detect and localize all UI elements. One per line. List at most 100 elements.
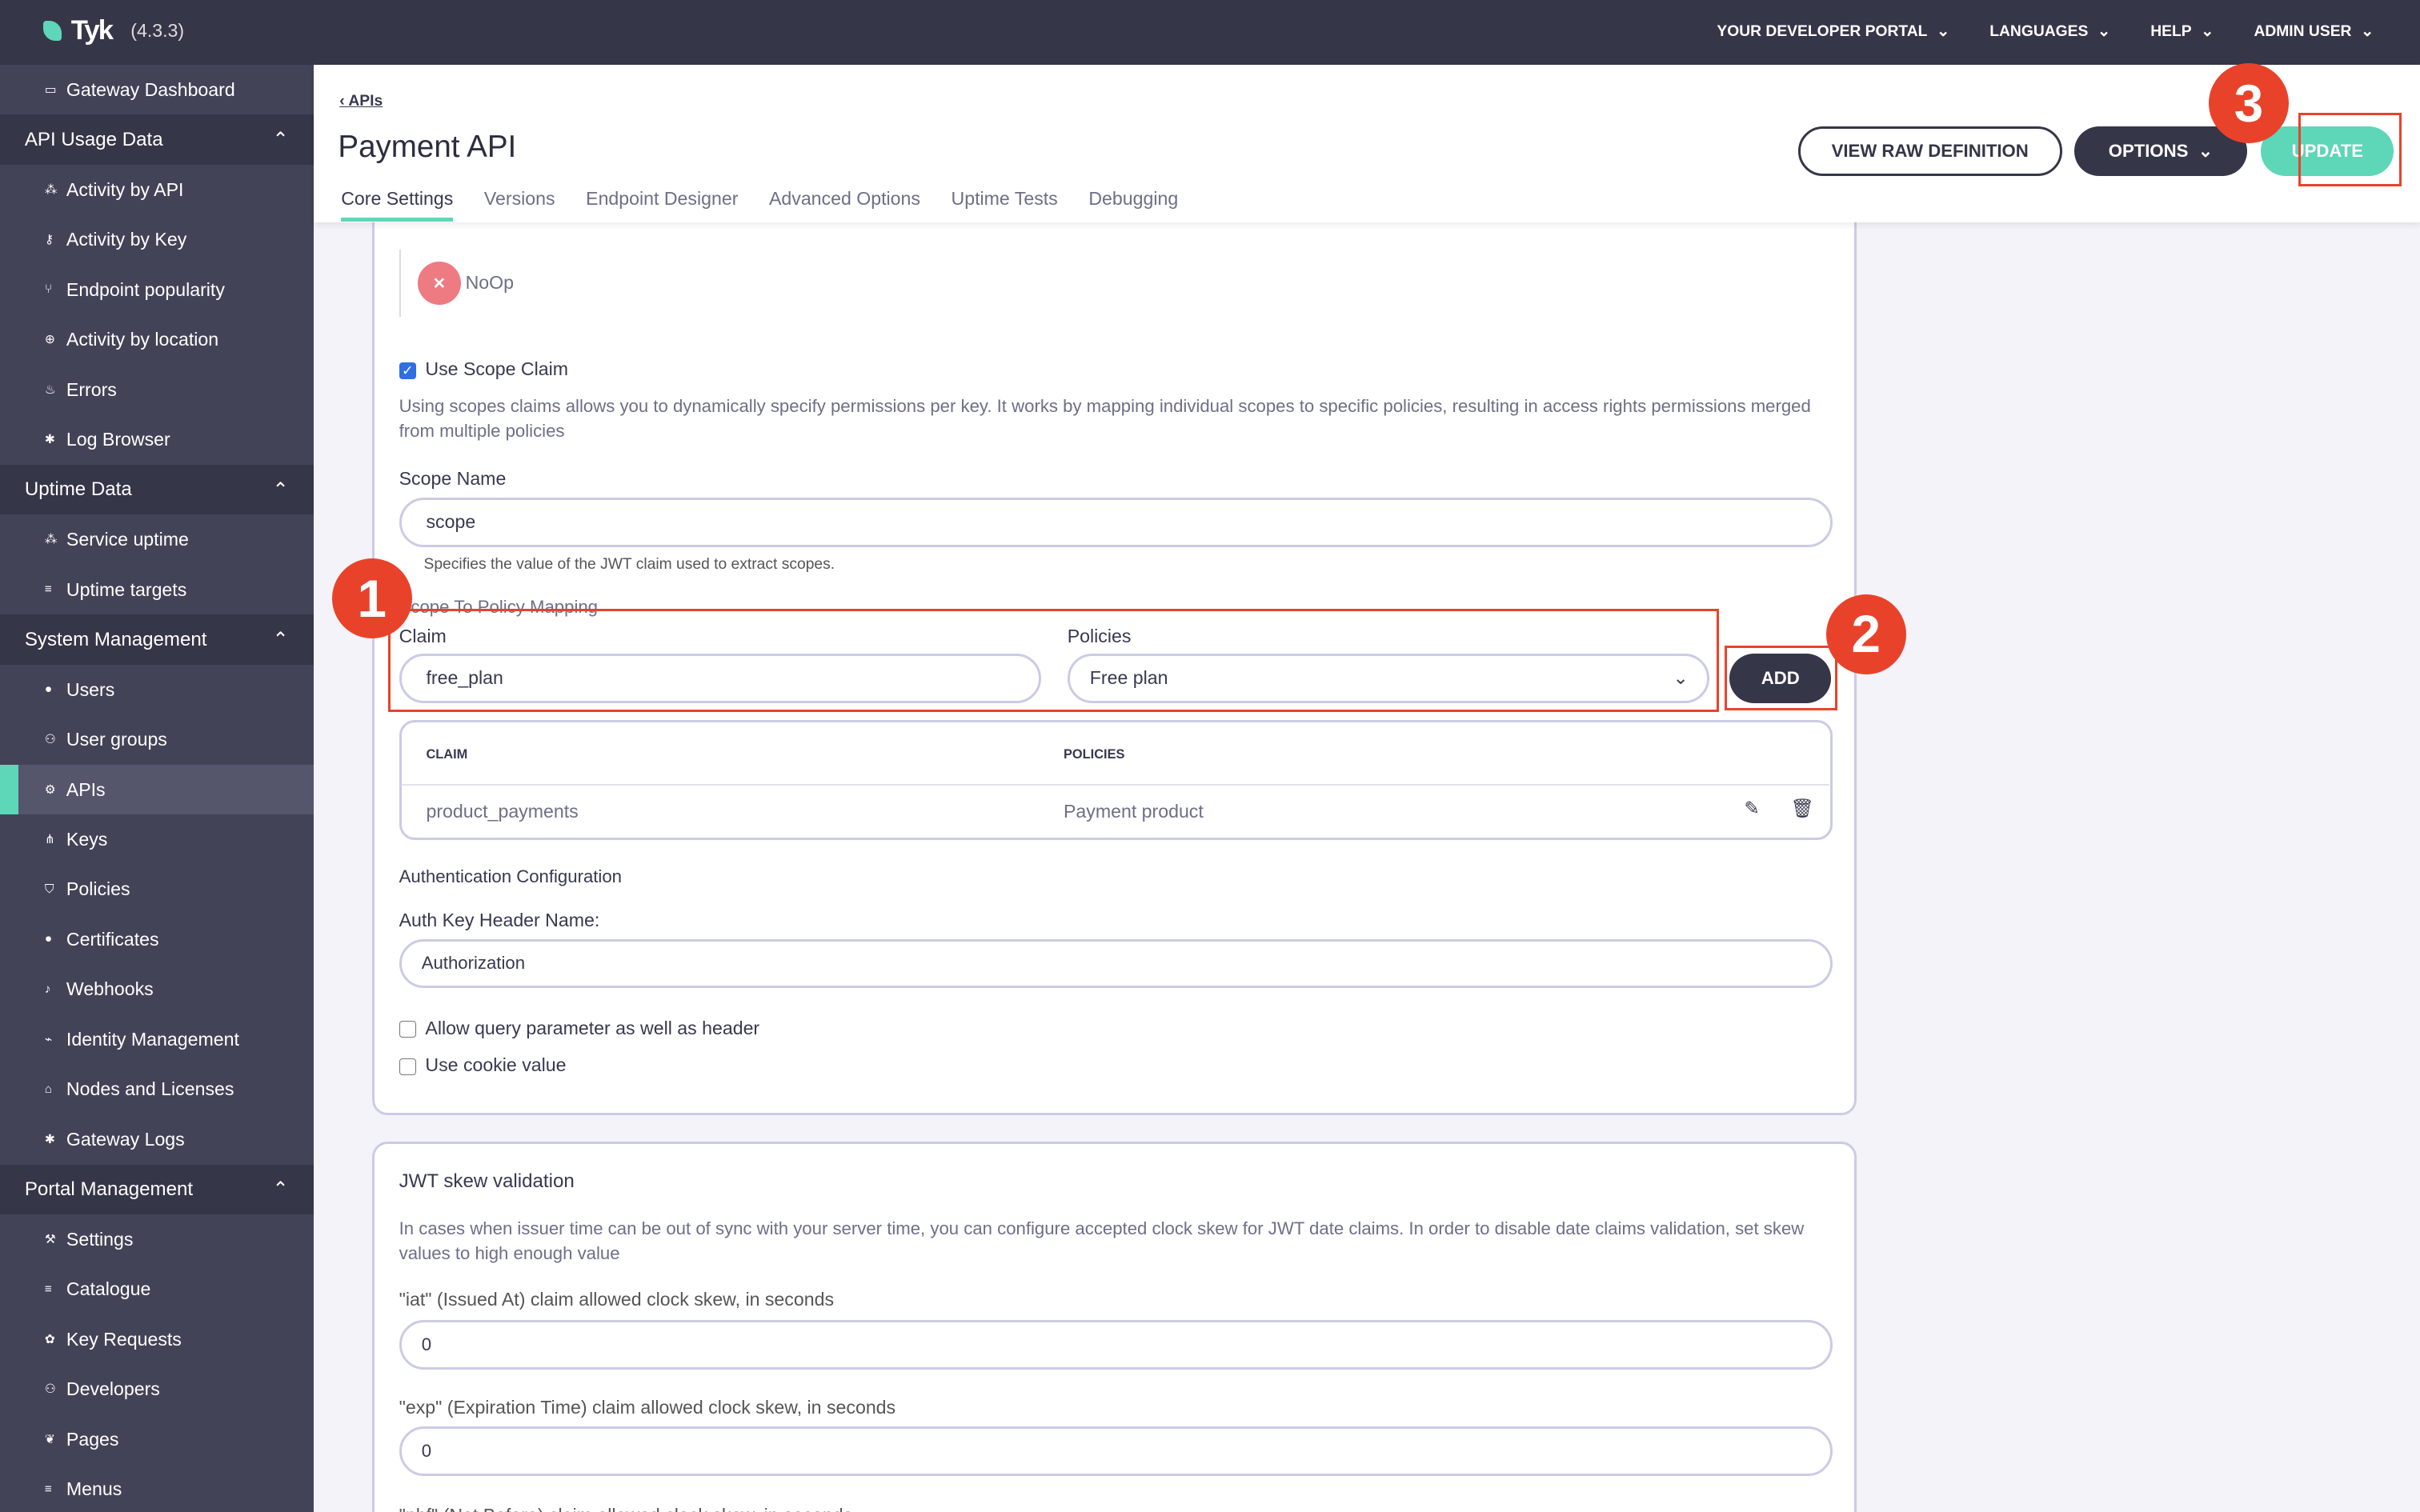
exp-input[interactable]: 0 xyxy=(399,1426,1833,1476)
page-header: ‹ APIs Payment API Core Settings Versions… xyxy=(313,65,2420,222)
chevron-up-icon: ⌃ xyxy=(272,478,289,501)
sidebar-item-nodes-and-licenses[interactable]: ⌂ Nodes and Licenses xyxy=(0,1065,314,1114)
brand: Tyk xyxy=(70,15,114,46)
sidebar-item-label: Nodes and Licenses xyxy=(66,1078,234,1100)
sidebar-section-api-usage-data[interactable]: API Usage Data ⌃ xyxy=(0,114,314,165)
checkbox-label: Use cookie value xyxy=(425,1054,567,1076)
sidebar-item-menus[interactable]: ≡ Menus xyxy=(0,1465,314,1512)
sidebar-item-label: Errors xyxy=(66,378,117,400)
sidebar-item-webhooks[interactable]: ♪ Webhooks xyxy=(0,965,314,1014)
sidebar-item-certificates[interactable]: ● Certificates xyxy=(0,914,314,964)
globe-icon: ⊕ xyxy=(44,333,55,347)
chevron-down-icon: ⌄ xyxy=(1936,23,1950,40)
sidebar-section-uptime-data[interactable]: Uptime Data ⌃ xyxy=(0,464,314,515)
user-icon: ● xyxy=(44,682,53,697)
sidebar-item-apis[interactable]: ⚙ APIs xyxy=(0,764,314,815)
nav-languages[interactable]: LANGUAGES ⌄ xyxy=(1989,22,2110,41)
sidebar-item-catalogue[interactable]: ≡ Catalogue xyxy=(0,1265,314,1314)
sidebar-item-endpoint-popularity[interactable]: ⑂ Endpoint popularity xyxy=(0,265,314,314)
tab-debugging[interactable]: Debugging xyxy=(1088,188,1179,210)
sidebar-item-pages[interactable]: ❦ Pages xyxy=(0,1414,314,1464)
exp-label: "exp" (Expiration Time) claim allowed cl… xyxy=(399,1397,896,1418)
sidebar-item-label: Menus xyxy=(66,1478,122,1500)
sidebar-item-gateway-logs[interactable]: ✱ Gateway Logs xyxy=(0,1114,314,1164)
sidebar-item-label: Key Requests xyxy=(66,1328,182,1350)
nav-label: LANGUAGES xyxy=(1989,23,2089,40)
sidebar-item-errors[interactable]: ♨ Errors xyxy=(0,365,314,414)
sidebar-item-log-browser[interactable]: ✱ Log Browser xyxy=(0,414,314,464)
annotation-box-2 xyxy=(1725,646,1838,711)
annotation-box-1 xyxy=(388,608,1719,713)
sidebar-item-keys[interactable]: ⋔ Keys xyxy=(0,814,314,864)
claim-input[interactable]: free_plan xyxy=(399,653,1041,703)
sidebar-item-activity-by-key[interactable]: ⚷ Activity by Key xyxy=(0,214,314,264)
options-label: OPTIONS xyxy=(2108,140,2189,161)
link-icon: ⌁ xyxy=(44,1032,53,1046)
version: (4.3.3) xyxy=(130,20,185,42)
users-icon: ⚇ xyxy=(44,1382,56,1397)
tab-advanced-options[interactable]: Advanced Options xyxy=(768,188,920,210)
sidebar-item-policies[interactable]: ⛉ Policies xyxy=(0,865,314,914)
nav-developer-portal[interactable]: YOUR DEVELOPER PORTAL ⌄ xyxy=(1717,22,1949,41)
edit-icon[interactable]: ✎ xyxy=(1744,798,1760,819)
bug-icon: ✱ xyxy=(44,433,55,447)
scope-name-input[interactable]: scope xyxy=(399,498,1833,547)
sidebar-item-users[interactable]: ● Users xyxy=(0,665,314,714)
tab-endpoint-designer[interactable]: Endpoint Designer xyxy=(586,188,739,210)
sidebar-item-activity-by-location[interactable]: ⊕ Activity by location xyxy=(0,314,314,364)
nav-admin-user[interactable]: ADMIN USER ⌄ xyxy=(2254,22,2374,41)
use-scope-claim-checkbox[interactable]: ✓ Use Scope Claim xyxy=(399,358,568,380)
sidebar-item-label: User groups xyxy=(66,729,167,750)
branch-icon: ⑂ xyxy=(44,282,53,297)
iat-input[interactable]: 0 xyxy=(399,1320,1833,1370)
chevron-down-icon: ⌄ xyxy=(2361,23,2374,40)
mapping-title: Scope To Policy Mapping xyxy=(399,596,599,617)
sidebar-item-settings[interactable]: ⚒ Settings xyxy=(0,1214,314,1264)
sidebar-item-service-uptime[interactable]: ⁂ Service uptime xyxy=(0,514,314,564)
options-button[interactable]: OPTIONS ⌄ xyxy=(2074,126,2248,176)
scope-description: Using scopes claims allows you to dynami… xyxy=(399,395,1811,441)
nbf-label: "nbf" (Not Before) claim allowed clock s… xyxy=(399,1505,853,1512)
update-button[interactable]: UPDATE xyxy=(2261,126,2394,176)
sidebar-item-key-requests[interactable]: ✿ Key Requests xyxy=(0,1314,314,1364)
auth-header-input[interactable]: Authorization xyxy=(399,938,1833,989)
sidebar-item-activity-by-api[interactable]: ⁂ Activity by API xyxy=(0,165,314,214)
view-raw-definition-button[interactable]: VIEW RAW DEFINITION xyxy=(1797,126,2062,176)
sidebar-item-gateway-dashboard[interactable]: ▭ Gateway Dashboard xyxy=(0,65,314,114)
nav-help[interactable]: HELP ⌄ xyxy=(2150,22,2214,41)
allow-query-checkbox[interactable]: Allow query parameter as well as header xyxy=(399,1018,760,1039)
claim-label: Claim xyxy=(399,626,447,647)
tab-uptime-tests[interactable]: Uptime Tests xyxy=(951,188,1058,210)
sidebar-item-uptime-targets[interactable]: ≡ Uptime targets xyxy=(0,565,314,614)
tyk-logo[interactable]: Tyk (4.3.3) xyxy=(43,15,184,46)
checkbox-label: Allow query parameter as well as header xyxy=(425,1018,760,1038)
add-button[interactable]: ADD xyxy=(1729,653,1832,703)
tab-core-settings[interactable]: Core Settings xyxy=(341,188,454,222)
sidebar-section-portal-management[interactable]: Portal Management ⌃ xyxy=(0,1164,314,1215)
chevron-down-icon: ⌄ xyxy=(2097,23,2111,40)
breadcrumb-link[interactable]: APIs xyxy=(348,92,383,110)
table-row: product_payments Payment product ✎ 🗑 xyxy=(402,786,1829,837)
leaf-icon: ❦ xyxy=(44,1432,55,1446)
chevron-down-icon: ⌄ xyxy=(1673,667,1689,689)
use-cookie-checkbox[interactable]: Use cookie value xyxy=(399,1054,567,1076)
tab-versions[interactable]: Versions xyxy=(483,188,555,210)
sidebar-item-label: Activity by API xyxy=(66,178,184,200)
sidebar-item-label: Service uptime xyxy=(66,529,189,550)
users-icon: ⚇ xyxy=(44,733,56,747)
sidebar-item-user-groups[interactable]: ⚇ User groups xyxy=(0,714,314,764)
sidebar-item-label: Developers xyxy=(66,1378,160,1400)
sidebar-item-identity-management[interactable]: ⌁ Identity Management xyxy=(0,1014,314,1064)
top-nav: YOUR DEVELOPER PORTAL ⌄ LANGUAGES ⌄ HELP ⌄ … xyxy=(1717,22,2374,41)
trash-icon[interactable]: 🗑 xyxy=(1790,798,1814,819)
sidebar-section-system-management[interactable]: System Management ⌃ xyxy=(0,614,314,665)
sidebar-item-label: Identity Management xyxy=(66,1028,239,1050)
section-title: Portal Management xyxy=(24,1178,194,1200)
sidebar-item-label: Gateway Logs xyxy=(66,1128,185,1150)
sidebar-item-label: Endpoint popularity xyxy=(66,278,225,300)
sidebar-item-developers[interactable]: ⚇ Developers xyxy=(0,1365,314,1414)
breadcrumb[interactable]: ‹ APIs xyxy=(339,92,383,110)
policies-label: Policies xyxy=(1067,626,1132,647)
policies-select[interactable]: Free plan ⌄ xyxy=(1067,653,1710,703)
key-icon: ⚷ xyxy=(44,233,54,247)
